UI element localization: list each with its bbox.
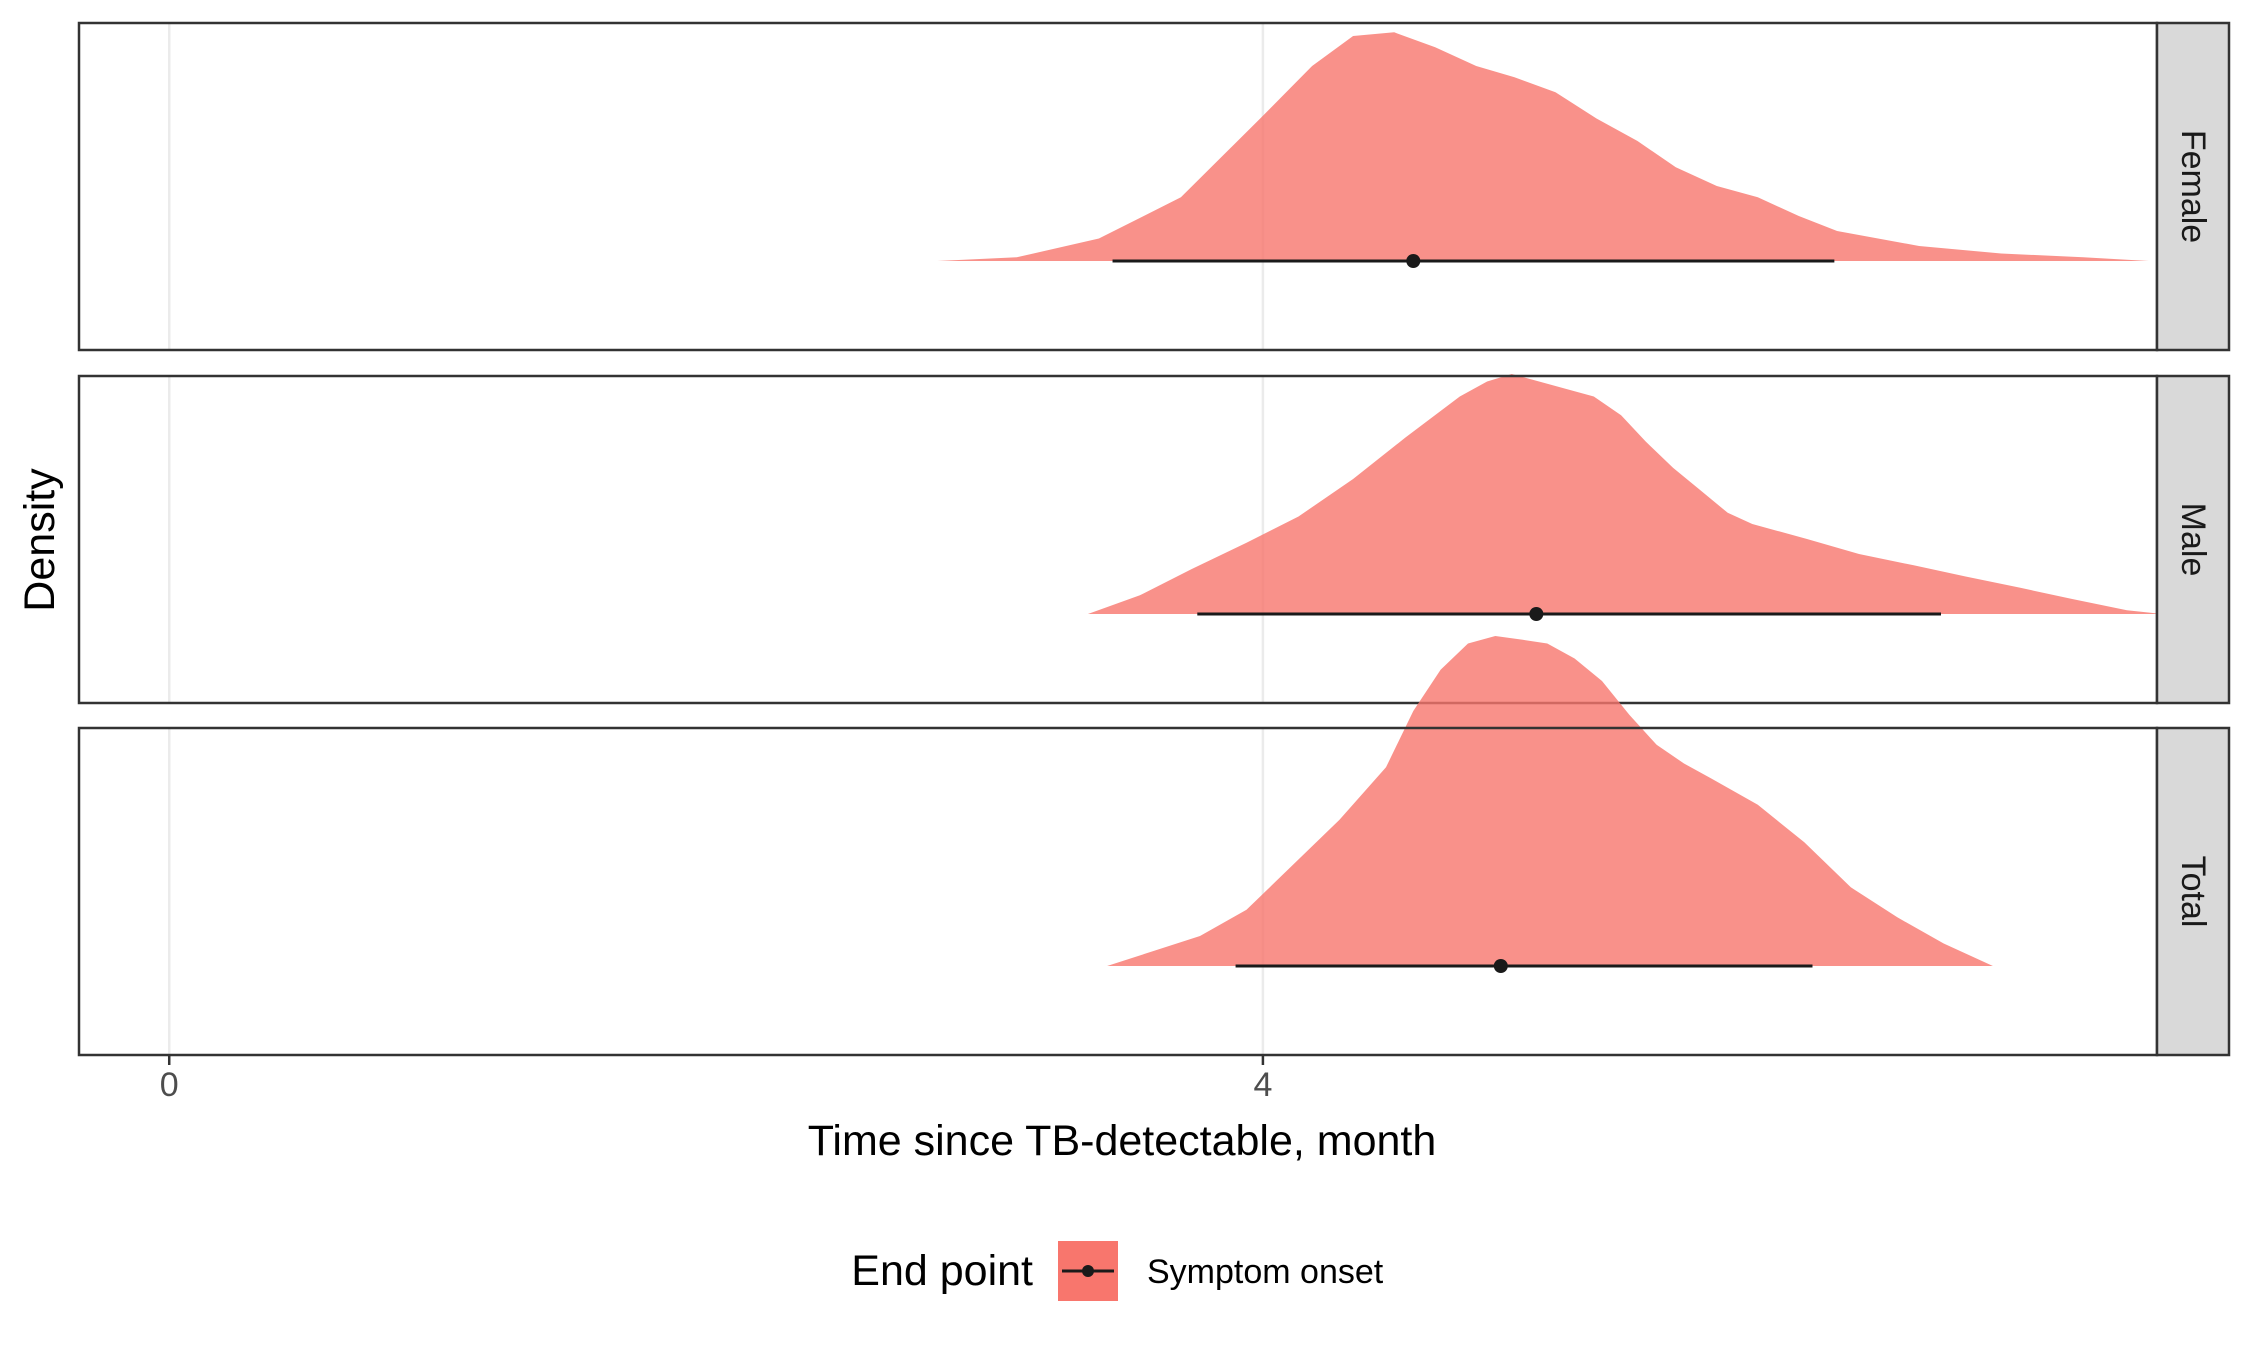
point-estimate-female	[1406, 254, 1421, 268]
strip-male	[2155, 374, 2231, 705]
legend-title: End point	[851, 1247, 1033, 1295]
strip-female	[2155, 21, 2231, 352]
panel-background-male	[79, 376, 2157, 703]
point-estimate-total	[1493, 959, 1508, 973]
density-area-female	[937, 32, 2149, 261]
panel-total: Total	[77, 636, 2231, 1057]
panels-layer: Female Male Total	[77, 21, 2231, 1057]
strip-total	[2155, 726, 2231, 1057]
x-tick-label-0: 0	[160, 1066, 179, 1104]
y-axis-title: Density	[16, 468, 64, 612]
point-estimate-male	[1529, 607, 1544, 621]
legend-entry-symptom-onset: Symptom onset	[1147, 1253, 1384, 1291]
strip-label-male: Male	[2174, 503, 2212, 577]
panel-background-female	[79, 23, 2157, 350]
x-tick-label-1: 4	[1253, 1066, 1272, 1104]
density-area-total	[1107, 636, 1993, 966]
legend: End point Symptom onset	[851, 1241, 1384, 1301]
panel-female: Female	[77, 21, 2231, 352]
x-axis-title: Time since TB-detectable, month	[808, 1117, 1437, 1165]
strip-label-female: Female	[2174, 130, 2212, 243]
legend-key-point	[1082, 1265, 1094, 1277]
density-area-male	[1087, 374, 2163, 614]
strip-label-total: Total	[2174, 856, 2212, 928]
panel-male: Male	[77, 374, 2231, 705]
